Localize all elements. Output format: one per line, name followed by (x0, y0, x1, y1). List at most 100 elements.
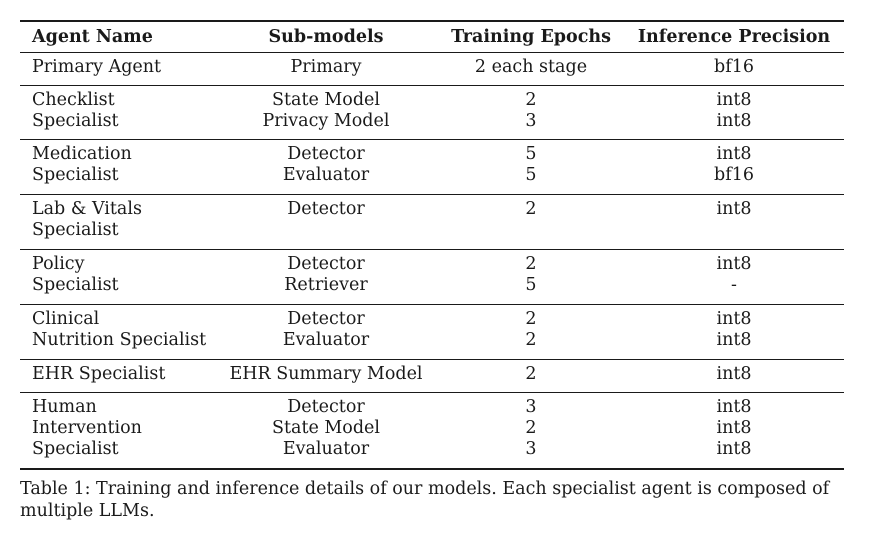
row-separator (20, 249, 844, 250)
table-row: Medication Specialist Detector Evaluator 5 5 i… (20, 140, 844, 194)
cell-line: Clinical (32, 309, 100, 329)
cell-line: EHR Specialist (32, 364, 166, 384)
cell-line: Retriever (284, 275, 368, 295)
training-epochs-cell: 2 (440, 199, 622, 220)
agent-name-cell: Human Intervention Specialist (32, 397, 142, 460)
cell-line: EHR Summary Model (229, 364, 423, 384)
agent-name-cell: Lab & Vitals Specialist (32, 199, 142, 241)
cell-line: int8 (716, 254, 752, 274)
cell-line: 2 (525, 309, 537, 329)
inference-precision-cell: int8- (628, 254, 840, 296)
agent-name-cell: EHR Specialist (32, 364, 165, 385)
header-rule (20, 52, 844, 53)
inference-precision-cell: int8 (628, 199, 840, 220)
cell-line: 3 (525, 439, 537, 459)
cell-line: int8 (716, 111, 752, 131)
cell-line: Privacy Model (262, 111, 390, 131)
cell-line: Evaluator (282, 439, 370, 459)
cell-line: int8 (716, 330, 752, 350)
cell-line: int8 (716, 199, 752, 219)
sub-models-cell: Detector State Model Evaluator (220, 397, 432, 460)
cell-line: Specialist (32, 220, 119, 240)
sub-models-cell: Detector Evaluator (220, 309, 432, 351)
cell-line: int8 (716, 144, 752, 164)
agent-name-cell: Primary Agent (32, 57, 161, 78)
table-header: Agent Name Sub-models Training Epochs In… (20, 22, 844, 52)
cell-line: Detector (287, 199, 365, 219)
cell-line: Detector (287, 397, 365, 417)
row-separator (20, 392, 844, 393)
row-separator (20, 85, 844, 86)
cell-line: 2 (525, 330, 537, 350)
cell-line: 2 (525, 254, 537, 274)
table-row: Clinical Nutrition Specialist Detector Eval… (20, 305, 844, 359)
sub-models-cell: State Model Privacy Model (220, 90, 432, 132)
inference-precision-cell: int8 (628, 364, 840, 385)
row-separator (20, 304, 844, 305)
cell-line: State Model (271, 90, 381, 110)
cell-line: Policy (32, 254, 85, 274)
inference-precision-cell: int8 bf16 (628, 144, 840, 186)
header-sub-models: Sub-models (268, 27, 384, 47)
row-separator (20, 359, 844, 360)
sub-models-cell: EHR Summary Model (220, 364, 432, 385)
inference-precision-cell: int8 int8 (628, 90, 840, 132)
cell-line: 2 (525, 90, 537, 110)
inference-precision-cell: int8 int8 int8 (628, 397, 840, 460)
cell-line: Evaluator (282, 330, 370, 350)
bottom-rule (20, 468, 844, 470)
cell-line: int8 (716, 397, 752, 417)
cell-line: Primary (290, 57, 362, 77)
cell-line: 5 (525, 165, 537, 185)
cell-line: 3 (525, 397, 537, 417)
cell-line: Nutrition Specialist (32, 330, 207, 350)
cell-line: Specialist (32, 439, 119, 459)
table-row: Checklist Specialist State Model Privacy Mo… (20, 86, 844, 139)
cell-line: 5 (525, 275, 537, 295)
cell-line: - (731, 275, 737, 295)
agent-name-cell: Checklist Specialist (32, 90, 119, 132)
top-rule (20, 20, 844, 22)
table-row: EHR Specialist EHR Summary Model 2 int8 (20, 360, 844, 392)
cell-line: 3 (525, 111, 537, 131)
table-row: Primary Agent Primary 2 each stage bf16 (20, 53, 844, 85)
agent-name-cell: Medication Specialist (32, 144, 132, 186)
training-epochs-cell: 2 (440, 364, 622, 385)
table-caption: Table 1: Training and inference details … (20, 479, 830, 521)
cell-line: 2 (525, 364, 537, 384)
sub-models-cell: Detector Retriever (220, 254, 432, 296)
inference-precision-cell: bf16 (628, 57, 840, 78)
cell-line: bf16 (714, 57, 754, 77)
agent-name-cell: Policy Specialist (32, 254, 119, 296)
agent-name-cell: Clinical Nutrition Specialist (32, 309, 206, 351)
sub-models-cell: Detector Evaluator (220, 144, 432, 186)
sub-models-cell: Detector (220, 199, 432, 220)
cell-line: int8 (716, 309, 752, 329)
cell-line: int8 (716, 364, 752, 384)
header-training-epochs: Training Epochs (451, 27, 611, 47)
cell-line: 2 (525, 418, 537, 438)
cell-line: 2 (525, 199, 537, 219)
header-agent-name: Agent Name (32, 27, 153, 47)
cell-line: Medication (32, 144, 132, 164)
table-body: Primary Agent Primary 2 each stage bf16 Chec… (20, 53, 844, 468)
table-row: Lab & Vitals Specialist Detector 2 int8 (20, 195, 844, 249)
cell-line: Detector (287, 254, 365, 274)
sub-models-cell: Primary (220, 57, 432, 78)
cell-line: State Model (271, 418, 381, 438)
cell-line: Human (32, 397, 97, 417)
cell-line: int8 (716, 90, 752, 110)
cell-line: Specialist (32, 111, 119, 131)
training-epochs-cell: 2 each stage (440, 57, 622, 78)
header-inference-precision: Inference Precision (637, 27, 831, 47)
cell-line: Primary Agent (32, 57, 162, 77)
cell-line: bf16 (714, 165, 754, 185)
inference-precision-cell: int8 int8 (628, 309, 840, 351)
cell-line: Specialist (32, 275, 119, 295)
table-row: Human Intervention Specialist Detector State… (20, 393, 844, 468)
table-row: Policy Specialist Detector Retriever 2 5 int8- (20, 250, 844, 304)
